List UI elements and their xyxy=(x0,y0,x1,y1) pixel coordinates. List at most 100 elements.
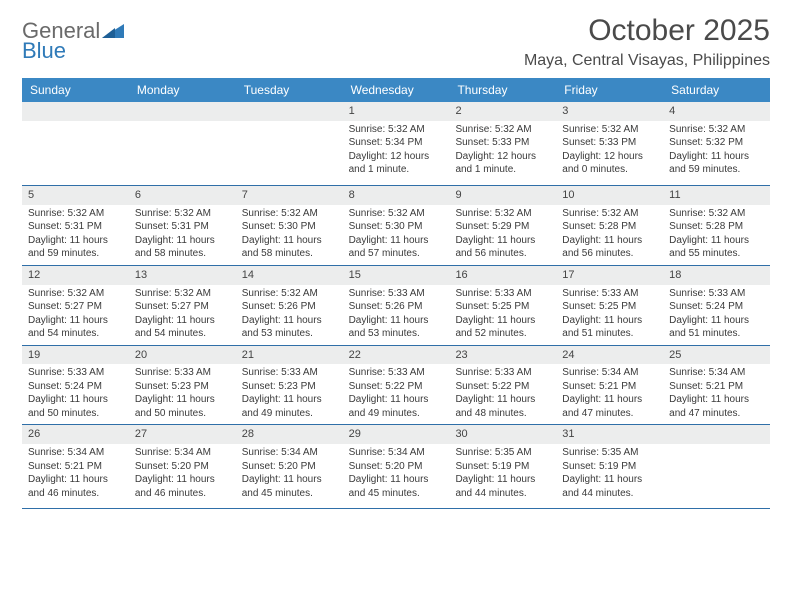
day-cell: 12Sunrise: 5:32 AMSunset: 5:27 PMDayligh… xyxy=(22,266,129,345)
day-cell: 1Sunrise: 5:32 AMSunset: 5:34 PMDaylight… xyxy=(343,102,450,185)
day-body: Sunrise: 5:32 AMSunset: 5:33 PMDaylight:… xyxy=(449,123,556,177)
sunset-text: Sunset: 5:30 PM xyxy=(349,220,446,234)
sunrise-text: Sunrise: 5:33 AM xyxy=(28,366,125,380)
day-body: Sunrise: 5:33 AMSunset: 5:25 PMDaylight:… xyxy=(449,287,556,341)
day-number: 4 xyxy=(663,102,770,121)
day-cell: 30Sunrise: 5:35 AMSunset: 5:19 PMDayligh… xyxy=(449,425,556,508)
sunset-text: Sunset: 5:27 PM xyxy=(28,300,125,314)
calendar-table: Sunday Monday Tuesday Wednesday Thursday… xyxy=(22,78,770,509)
sunrise-text: Sunrise: 5:34 AM xyxy=(669,366,766,380)
daylight-text: Daylight: 11 hours and 44 minutes. xyxy=(455,473,552,500)
month-title: October 2025 xyxy=(524,14,770,48)
day-number: 21 xyxy=(236,346,343,365)
day-cell: 9Sunrise: 5:32 AMSunset: 5:29 PMDaylight… xyxy=(449,186,556,265)
sunrise-text: Sunrise: 5:32 AM xyxy=(562,207,659,221)
day-number: 16 xyxy=(449,266,556,285)
sunset-text: Sunset: 5:24 PM xyxy=(28,380,125,394)
day-body: Sunrise: 5:33 AMSunset: 5:25 PMDaylight:… xyxy=(556,287,663,341)
daylight-text: Daylight: 11 hours and 45 minutes. xyxy=(242,473,339,500)
day-number: 11 xyxy=(663,186,770,205)
sunrise-text: Sunrise: 5:32 AM xyxy=(242,287,339,301)
sunset-text: Sunset: 5:28 PM xyxy=(562,220,659,234)
weekday-header: Tuesday xyxy=(236,78,343,102)
day-number: 2 xyxy=(449,102,556,121)
day-cell: 19Sunrise: 5:33 AMSunset: 5:24 PMDayligh… xyxy=(22,346,129,425)
weekday-header: Thursday xyxy=(449,78,556,102)
daylight-text: Daylight: 11 hours and 58 minutes. xyxy=(135,234,232,261)
sunrise-text: Sunrise: 5:33 AM xyxy=(455,366,552,380)
day-number xyxy=(663,425,770,444)
daylight-text: Daylight: 11 hours and 47 minutes. xyxy=(669,393,766,420)
sunset-text: Sunset: 5:23 PM xyxy=(135,380,232,394)
day-body: Sunrise: 5:34 AMSunset: 5:21 PMDaylight:… xyxy=(22,446,129,500)
sunrise-text: Sunrise: 5:32 AM xyxy=(135,207,232,221)
daylight-text: Daylight: 11 hours and 53 minutes. xyxy=(242,314,339,341)
daylight-text: Daylight: 11 hours and 47 minutes. xyxy=(562,393,659,420)
sunrise-text: Sunrise: 5:33 AM xyxy=(455,287,552,301)
day-number: 15 xyxy=(343,266,450,285)
day-body: Sunrise: 5:32 AMSunset: 5:26 PMDaylight:… xyxy=(236,287,343,341)
week-row: 1Sunrise: 5:32 AMSunset: 5:34 PMDaylight… xyxy=(22,102,770,186)
day-number: 30 xyxy=(449,425,556,444)
sunrise-text: Sunrise: 5:32 AM xyxy=(28,287,125,301)
daylight-text: Daylight: 11 hours and 50 minutes. xyxy=(135,393,232,420)
sunset-text: Sunset: 5:27 PM xyxy=(135,300,232,314)
sunset-text: Sunset: 5:22 PM xyxy=(455,380,552,394)
day-cell: 2 Sunrise: 5:32 AMSunset: 5:33 PMDaylight… xyxy=(449,102,556,185)
sunset-text: Sunset: 5:34 PM xyxy=(349,136,446,150)
day-body: Sunrise: 5:33 AMSunset: 5:23 PMDaylight:… xyxy=(129,366,236,420)
day-cell: 29Sunrise: 5:34 AMSunset: 5:20 PMDayligh… xyxy=(343,425,450,508)
sunset-text: Sunset: 5:22 PM xyxy=(349,380,446,394)
day-body: Sunrise: 5:32 AMSunset: 5:29 PMDaylight:… xyxy=(449,207,556,261)
day-number: 1 xyxy=(343,102,450,121)
sunrise-text: Sunrise: 5:33 AM xyxy=(669,287,766,301)
day-cell: 15Sunrise: 5:33 AMSunset: 5:26 PMDayligh… xyxy=(343,266,450,345)
sunset-text: Sunset: 5:32 PM xyxy=(669,136,766,150)
logo-word-2: Blue xyxy=(22,40,100,62)
weekday-header: Monday xyxy=(129,78,236,102)
day-body: Sunrise: 5:32 AMSunset: 5:27 PMDaylight:… xyxy=(129,287,236,341)
sunset-text: Sunset: 5:26 PM xyxy=(242,300,339,314)
day-body xyxy=(663,446,770,504)
day-number: 29 xyxy=(343,425,450,444)
day-number xyxy=(129,102,236,121)
logo-text: General Blue xyxy=(22,20,100,62)
page-header: General Blue October 2025 Maya, Central … xyxy=(22,14,770,70)
day-number: 8 xyxy=(343,186,450,205)
day-number: 13 xyxy=(129,266,236,285)
day-number xyxy=(236,102,343,121)
day-cell: 27Sunrise: 5:34 AMSunset: 5:20 PMDayligh… xyxy=(129,425,236,508)
sunrise-text: Sunrise: 5:32 AM xyxy=(455,123,552,137)
daylight-text: Daylight: 11 hours and 55 minutes. xyxy=(669,234,766,261)
daylight-text: Daylight: 11 hours and 54 minutes. xyxy=(135,314,232,341)
sunrise-text: Sunrise: 5:32 AM xyxy=(669,207,766,221)
day-number xyxy=(22,102,129,121)
daylight-text: Daylight: 11 hours and 57 minutes. xyxy=(349,234,446,261)
sunrise-text: Sunrise: 5:33 AM xyxy=(562,287,659,301)
day-cell: 5Sunrise: 5:32 AMSunset: 5:31 PMDaylight… xyxy=(22,186,129,265)
day-cell: 22Sunrise: 5:33 AMSunset: 5:22 PMDayligh… xyxy=(343,346,450,425)
daylight-text: Daylight: 11 hours and 53 minutes. xyxy=(349,314,446,341)
day-cell: 3Sunrise: 5:32 AMSunset: 5:33 PMDaylight… xyxy=(556,102,663,185)
day-number: 22 xyxy=(343,346,450,365)
day-cell xyxy=(663,425,770,508)
title-block: October 2025 Maya, Central Visayas, Phil… xyxy=(524,14,770,70)
day-body: Sunrise: 5:32 AMSunset: 5:27 PMDaylight:… xyxy=(22,287,129,341)
day-number: 10 xyxy=(556,186,663,205)
sunset-text: Sunset: 5:26 PM xyxy=(349,300,446,314)
sunset-text: Sunset: 5:31 PM xyxy=(135,220,232,234)
weekday-header: Sunday xyxy=(22,78,129,102)
sunrise-text: Sunrise: 5:33 AM xyxy=(135,366,232,380)
sunrise-text: Sunrise: 5:32 AM xyxy=(135,287,232,301)
day-body: Sunrise: 5:33 AMSunset: 5:24 PMDaylight:… xyxy=(663,287,770,341)
sunset-text: Sunset: 5:25 PM xyxy=(562,300,659,314)
day-number: 20 xyxy=(129,346,236,365)
day-cell: 13 Sunrise: 5:32 AMSunset: 5:27 PMDayligh… xyxy=(129,266,236,345)
sunrise-text: Sunrise: 5:32 AM xyxy=(349,207,446,221)
sunset-text: Sunset: 5:33 PM xyxy=(562,136,659,150)
daylight-text: Daylight: 11 hours and 49 minutes. xyxy=(242,393,339,420)
daylight-text: Daylight: 11 hours and 56 minutes. xyxy=(455,234,552,261)
daylight-text: Daylight: 11 hours and 51 minutes. xyxy=(669,314,766,341)
day-cell xyxy=(129,102,236,185)
sunrise-text: Sunrise: 5:35 AM xyxy=(562,446,659,460)
